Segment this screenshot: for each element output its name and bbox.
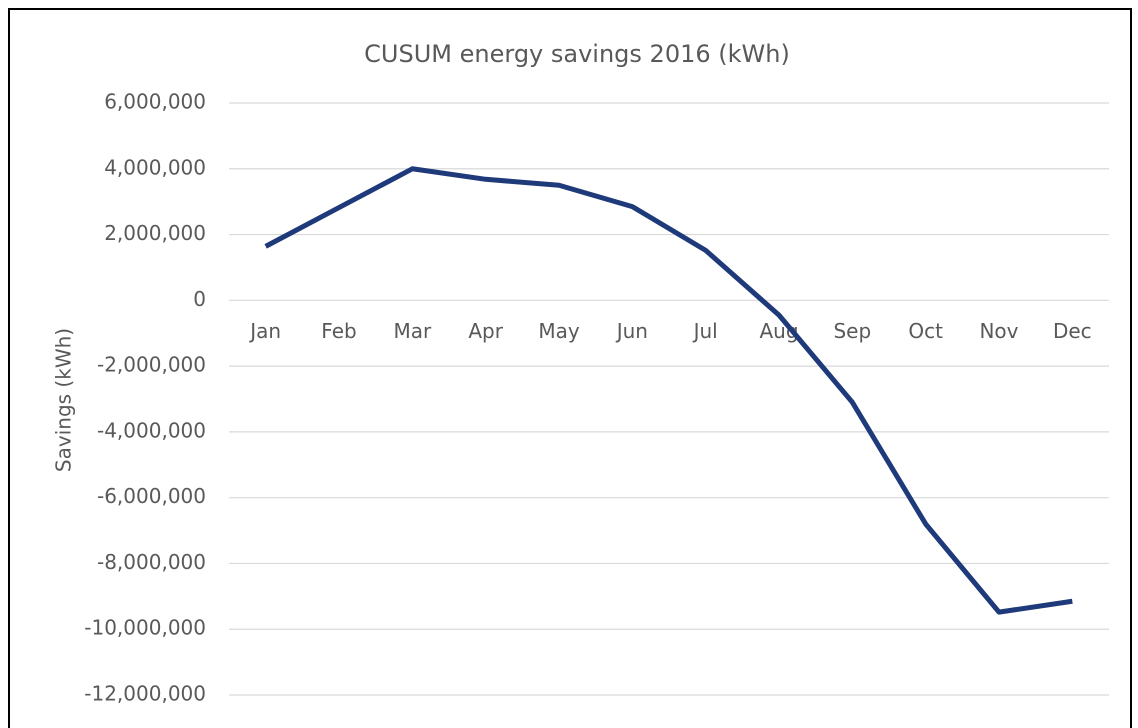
line-series <box>264 166 1073 615</box>
y-tick-label: 6,000,000 <box>104 90 206 114</box>
x-tick-label: Nov <box>979 319 1018 343</box>
x-tick-label: Jun <box>615 319 648 343</box>
x-tick-label: Oct <box>908 319 943 343</box>
x-tick-label: Dec <box>1053 319 1092 343</box>
y-tick-label: -10,000,000 <box>84 616 206 640</box>
x-tick-label: Jul <box>692 319 718 343</box>
x-tick-label: May <box>538 319 580 343</box>
y-tick-label: 4,000,000 <box>104 155 206 179</box>
y-tick-label: -4,000,000 <box>97 418 206 442</box>
x-tick-label: Apr <box>468 319 503 343</box>
y-axis-label: Savings (kWh) <box>52 328 76 472</box>
x-tick-label: Jan <box>248 319 281 343</box>
x-tick-label: Sep <box>833 319 871 343</box>
chart-title: CUSUM energy savings 2016 (kWh) <box>364 40 790 68</box>
y-tick-label: 0 <box>193 287 206 311</box>
y-tick-label: -2,000,000 <box>97 353 206 377</box>
y-tick-label: -8,000,000 <box>97 550 206 574</box>
y-tick-label: -6,000,000 <box>97 484 206 508</box>
y-tick-label: -12,000,000 <box>84 682 206 706</box>
chart-border <box>8 8 1132 728</box>
x-tick-label: Feb <box>321 319 356 343</box>
y-tick-label: 2,000,000 <box>104 221 206 245</box>
x-tick-label: Mar <box>393 319 432 343</box>
